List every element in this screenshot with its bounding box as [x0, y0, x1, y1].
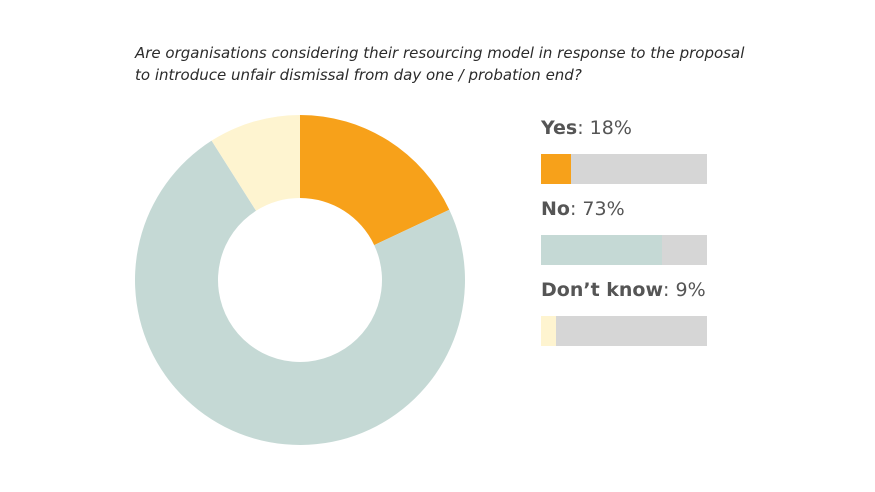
legend-label-no: No: 73%: [541, 194, 711, 224]
legend-bar-yes: [541, 154, 707, 184]
legend-name-dont-know: Don’t know: [541, 279, 664, 301]
legend-value-dont-know: : 9%: [663, 279, 706, 301]
legend-value-no: : 73%: [569, 198, 625, 220]
legend-bar-fill-yes: [541, 154, 571, 184]
legend-value-yes: : 18%: [577, 117, 632, 139]
donut-slice-yes: [300, 115, 450, 246]
legend-item-yes: Yes: 18%: [541, 113, 711, 194]
legend-label-yes: Yes: 18%: [541, 113, 711, 143]
legend-bar-fill-dont-know: [541, 316, 556, 346]
donut-slice-don-t-know: [211, 115, 300, 211]
legend-name-yes: Yes: [541, 117, 578, 139]
legend-item-dont-know: Don’t know: 9%: [541, 275, 711, 356]
chart-title: Are organisations considering their reso…: [135, 44, 745, 84]
legend-bar-dont-know: [541, 316, 707, 346]
donut-slice-no: [135, 140, 466, 445]
legend-item-no: No: 73%: [541, 194, 711, 275]
legend: Yes: 18% No: 73% Don’t know: 9%: [541, 113, 711, 356]
legend-bar-no: [541, 235, 707, 265]
legend-name-no: No: [541, 198, 570, 220]
legend-bar-fill-no: [541, 235, 663, 265]
donut-chart: [135, 115, 466, 445]
legend-label-dont-know: Don’t know: 9%: [541, 275, 711, 305]
